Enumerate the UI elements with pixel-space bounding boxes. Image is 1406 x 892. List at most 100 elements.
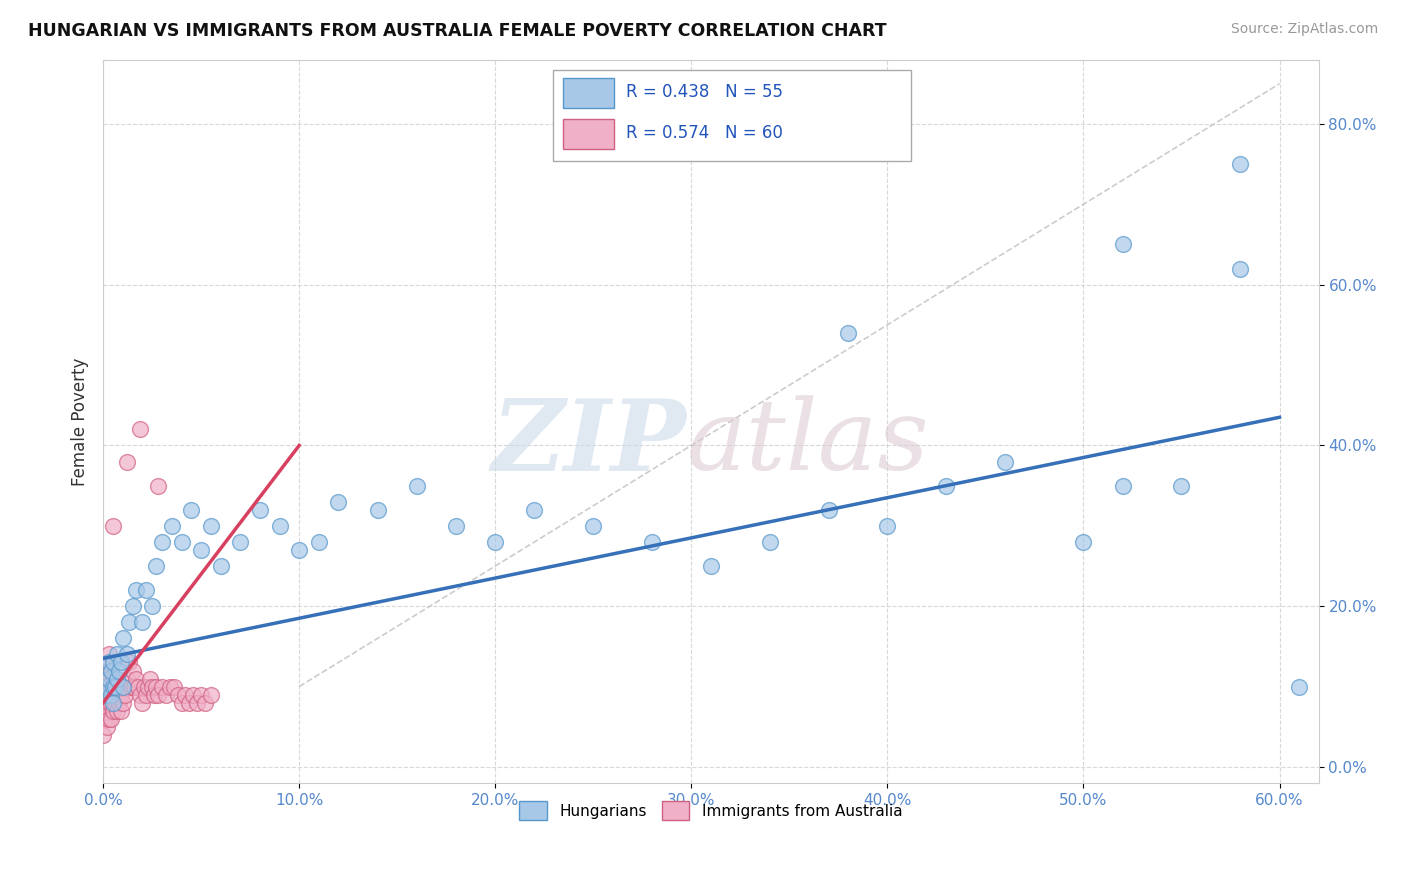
Point — [101, 656, 124, 670]
Point — [143, 688, 166, 702]
Point — [131, 696, 153, 710]
Point — [108, 664, 131, 678]
Point — [146, 688, 169, 702]
Point — [1288, 680, 1310, 694]
Point — [1073, 535, 1095, 549]
Point — [98, 680, 121, 694]
Point — [100, 680, 122, 694]
Point — [108, 696, 131, 710]
Point — [117, 656, 139, 670]
Point — [115, 672, 138, 686]
Point — [190, 543, 212, 558]
Point — [308, 535, 330, 549]
Point — [94, 696, 117, 710]
Point — [163, 680, 186, 694]
FancyBboxPatch shape — [553, 70, 911, 161]
Y-axis label: Female Poverty: Female Poverty — [72, 357, 89, 485]
Point — [200, 518, 222, 533]
Point — [105, 672, 128, 686]
Point — [367, 502, 389, 516]
Point — [104, 696, 127, 710]
Text: HUNGARIAN VS IMMIGRANTS FROM AUSTRALIA FEMALE POVERTY CORRELATION CHART: HUNGARIAN VS IMMIGRANTS FROM AUSTRALIA F… — [28, 22, 887, 40]
Point — [94, 712, 117, 726]
Text: atlas: atlas — [686, 395, 929, 491]
Point — [100, 688, 122, 702]
Point — [641, 535, 664, 549]
Point — [94, 688, 117, 702]
FancyBboxPatch shape — [562, 119, 613, 149]
Point — [121, 599, 143, 614]
Point — [110, 704, 132, 718]
Point — [111, 680, 134, 694]
Point — [166, 688, 188, 702]
Point — [405, 478, 427, 492]
Text: R = 0.438   N = 55: R = 0.438 N = 55 — [626, 83, 783, 101]
Point — [101, 696, 124, 710]
Point — [96, 704, 118, 718]
Point — [104, 680, 127, 694]
Point — [117, 615, 139, 630]
Point — [837, 326, 859, 340]
Point — [141, 599, 163, 614]
Point — [131, 615, 153, 630]
Point — [98, 696, 121, 710]
Point — [110, 656, 132, 670]
Point — [1111, 237, 1133, 252]
Point — [141, 680, 163, 694]
Point — [523, 502, 546, 516]
Point — [96, 720, 118, 734]
Point — [91, 728, 114, 742]
Point — [134, 680, 156, 694]
Point — [110, 688, 132, 702]
Point — [145, 680, 167, 694]
Point — [101, 704, 124, 718]
Point — [170, 535, 193, 549]
Point — [96, 664, 118, 678]
Point — [181, 688, 204, 702]
Point — [155, 688, 177, 702]
Point — [1170, 478, 1192, 492]
Point — [139, 672, 162, 686]
Point — [190, 688, 212, 702]
Text: ZIP: ZIP — [492, 395, 686, 491]
Point — [135, 688, 157, 702]
Point — [876, 518, 898, 533]
Point — [101, 518, 124, 533]
Point — [104, 680, 127, 694]
Point — [186, 696, 208, 710]
Point — [105, 688, 128, 702]
Point — [174, 688, 197, 702]
Point — [129, 422, 152, 436]
Point — [269, 518, 291, 533]
Point — [328, 494, 350, 508]
Point — [108, 680, 131, 694]
Point — [105, 704, 128, 718]
Point — [100, 664, 122, 678]
Point — [129, 688, 152, 702]
Point — [98, 672, 121, 686]
Point — [194, 696, 217, 710]
Text: R = 0.574   N = 60: R = 0.574 N = 60 — [626, 124, 783, 143]
Point — [1229, 261, 1251, 276]
Point — [159, 680, 181, 694]
FancyBboxPatch shape — [562, 78, 613, 108]
Point — [115, 454, 138, 468]
Point — [111, 680, 134, 694]
Point — [101, 672, 124, 686]
Point — [100, 664, 122, 678]
Point — [1111, 478, 1133, 492]
Point — [444, 518, 467, 533]
Point — [200, 688, 222, 702]
Point — [180, 502, 202, 516]
Point — [94, 680, 117, 694]
Point — [98, 712, 121, 726]
Point — [288, 543, 311, 558]
Point — [146, 478, 169, 492]
Point — [700, 559, 723, 574]
Point — [1229, 157, 1251, 171]
Point — [100, 696, 122, 710]
Point — [145, 559, 167, 574]
Point — [125, 583, 148, 598]
Point — [249, 502, 271, 516]
Point — [115, 648, 138, 662]
